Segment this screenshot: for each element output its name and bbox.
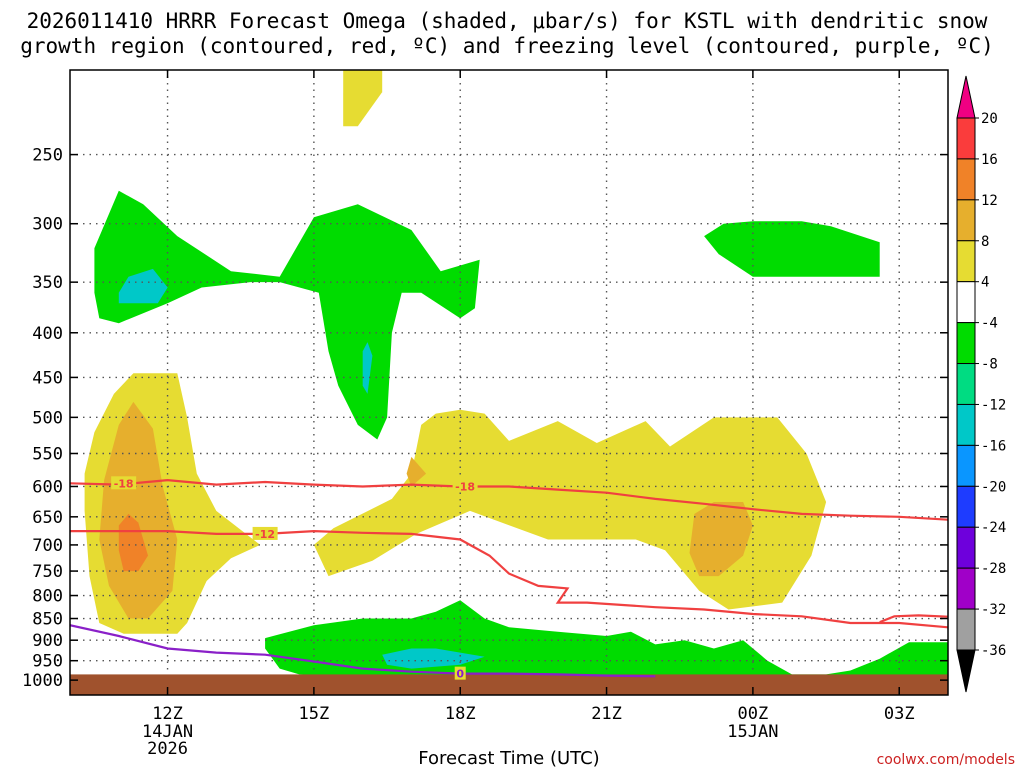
y-tick-label: 350	[32, 273, 63, 293]
x-tick-label: 21Z	[591, 704, 622, 724]
x-tick-label: 15Z	[299, 704, 330, 724]
x-tick-label: 00Z	[738, 704, 769, 724]
colorbar-label: -28	[981, 561, 1006, 577]
y-tick-label: 600	[32, 477, 63, 497]
contour-label-bg	[252, 526, 278, 540]
colorbar-segment	[956, 281, 976, 324]
y-tick-label: 500	[32, 408, 63, 428]
colorbar-segment	[956, 322, 976, 365]
x-axis-label: Forecast Time (UTC)	[418, 748, 599, 768]
colorbar-segment	[956, 485, 976, 528]
y-tick-label: 700	[32, 536, 63, 556]
omega-region	[704, 221, 880, 277]
contour-label: -18	[455, 480, 475, 493]
contour-label: -18	[114, 477, 134, 490]
y-tick-label: 550	[32, 444, 63, 464]
colorbar-label: -8	[981, 357, 998, 373]
colorbar-label: -32	[981, 602, 1006, 618]
colorbar-segment	[956, 403, 976, 446]
chart-title-line-2: growth region (contoured, red, ºC) and f…	[20, 34, 994, 58]
y-tick-label: 750	[32, 562, 63, 582]
colorbar-label: -12	[981, 397, 1006, 413]
colorbar-label: 16	[981, 152, 998, 168]
omega-region	[99, 401, 178, 619]
y-tick-label: 300	[32, 215, 63, 235]
contour-label: -12	[255, 528, 275, 541]
omega-region	[265, 600, 948, 677]
y-tick-label: 1000	[22, 671, 63, 691]
colorbar-segment	[956, 240, 976, 283]
y-tick-label: 450	[32, 368, 63, 388]
colorbar-segment	[956, 199, 976, 242]
omega-region	[362, 342, 373, 394]
colorbar-label: -36	[981, 643, 1006, 659]
chart-title-line-1: 2026011410 HRRR Forecast Omega (shaded, …	[27, 9, 988, 33]
colorbar-segment	[956, 567, 976, 610]
dgz-contour-line	[70, 529, 948, 629]
x-tick-sublabel: 15JAN	[727, 722, 778, 742]
colorbar-segment	[956, 526, 976, 569]
colorbar-segment	[956, 117, 976, 160]
x-tick-sublabel: 14JAN	[142, 722, 193, 742]
colorbar-label: -4	[981, 316, 998, 332]
colorbar-label: 20	[981, 111, 998, 127]
colorbar-label: 12	[981, 193, 998, 209]
y-tick-label: 950	[32, 652, 63, 672]
contour-label-bg	[452, 479, 478, 493]
colorbar-label: -20	[981, 479, 1006, 495]
y-tick-label: 800	[32, 587, 63, 607]
colorbar-label: 8	[981, 234, 989, 250]
contour-label-bg	[454, 666, 466, 680]
x-tick-label: 18Z	[445, 704, 476, 724]
y-tick-label: 650	[32, 508, 63, 528]
x-tick-label: 03Z	[884, 704, 915, 724]
omega-region	[406, 456, 427, 487]
y-tick-label: 400	[32, 324, 63, 344]
credit-text: coolwx.com/models	[877, 752, 1015, 768]
x-tick-sublabel: 2026	[147, 739, 188, 759]
dgz-contour-line	[70, 478, 948, 521]
omega-region	[343, 70, 383, 127]
freezing-level-line	[70, 624, 656, 678]
colorbar-segment	[956, 608, 976, 651]
contour-label-bg	[111, 476, 137, 490]
colorbar-label: -16	[981, 438, 1006, 454]
contour-label: 0	[456, 668, 464, 681]
dgz-contour-line	[879, 614, 948, 624]
y-tick-label: 900	[32, 631, 63, 651]
omega-region	[118, 513, 148, 572]
omega-region	[382, 648, 485, 669]
colorbar-top-arrow	[956, 75, 976, 119]
colorbar-bottom-arrow	[956, 649, 976, 693]
terrain-band	[70, 674, 948, 695]
colorbar-segment	[956, 444, 976, 487]
omega-region	[118, 268, 168, 304]
y-tick-label: 850	[32, 610, 63, 630]
omega-region	[689, 502, 753, 577]
colorbar-label: -24	[981, 520, 1006, 536]
y-tick-label: 250	[32, 146, 63, 166]
plot-frame	[69, 69, 949, 696]
colorbar-segment	[956, 158, 976, 201]
colorbar-segment	[956, 363, 976, 405]
x-tick-label: 12Z	[152, 704, 183, 724]
colorbar-label: 4	[981, 275, 989, 291]
